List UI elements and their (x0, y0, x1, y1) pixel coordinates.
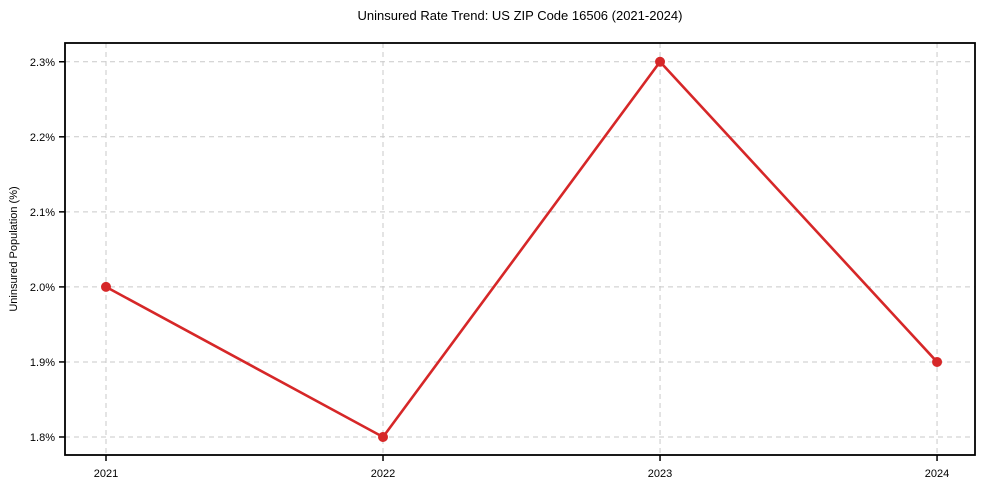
y-tick-label: 2.3% (30, 57, 55, 69)
y-tick-label: 1.9% (30, 357, 55, 369)
y-tick-label: 2.2% (30, 132, 55, 144)
chart-title: Uninsured Rate Trend: US ZIP Code 16506 … (357, 8, 683, 23)
x-tick-label: 2021 (94, 468, 118, 480)
plot-border (64, 42, 976, 456)
x-tick-label: 2024 (925, 468, 949, 480)
data-point (655, 56, 666, 67)
y-tick-label: 2.0% (30, 282, 55, 294)
x-tick-label: 2022 (371, 468, 395, 480)
data-point (100, 281, 111, 292)
y-tick-label: 2.1% (30, 207, 55, 219)
y-tick-label: 1.8% (30, 432, 55, 444)
data-point (932, 356, 943, 367)
data-point (378, 431, 389, 442)
trend-line (104, 60, 939, 439)
x-tick-label: 2023 (648, 468, 672, 480)
